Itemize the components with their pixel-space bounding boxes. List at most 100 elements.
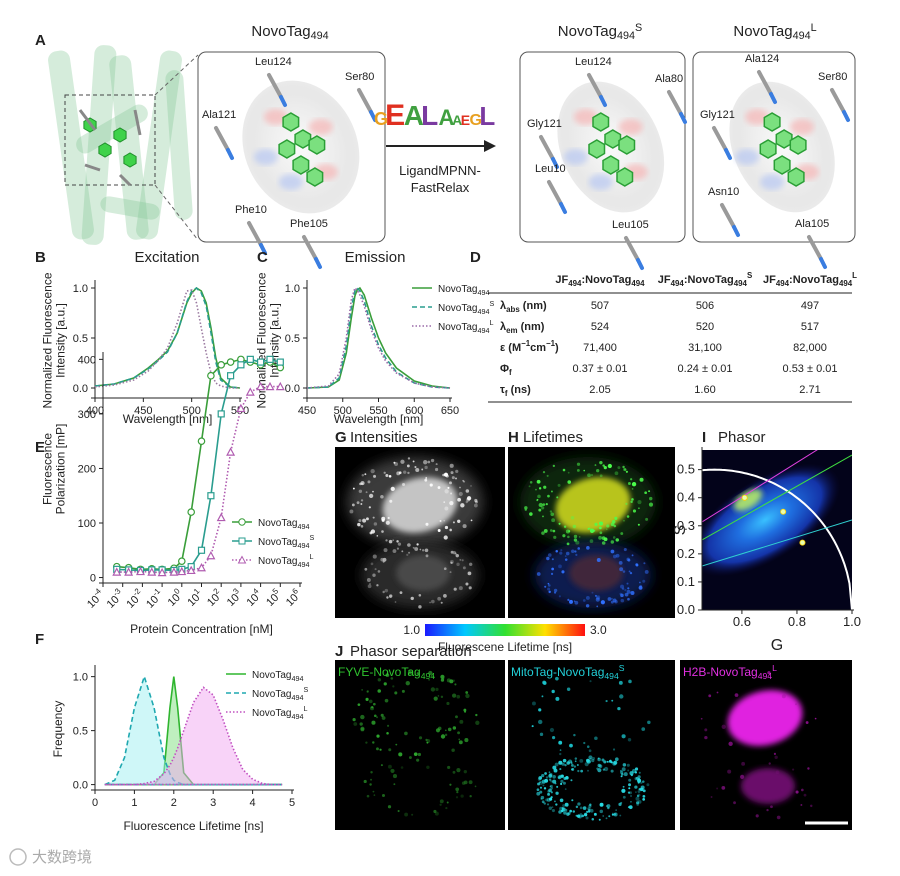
speckle — [573, 733, 576, 737]
speckle — [352, 487, 355, 490]
speckle — [626, 582, 629, 585]
marker — [186, 565, 196, 575]
panel-title: NovoTag494L — [733, 22, 816, 42]
speckle — [455, 477, 457, 480]
column-header: JF494:NovoTag494S — [658, 271, 752, 288]
speckle — [385, 474, 389, 477]
speckle — [365, 491, 368, 494]
x-tick-label: 100 — [164, 586, 187, 609]
speckle — [412, 460, 415, 463]
logo-letter: G — [374, 109, 388, 129]
speckle — [449, 679, 454, 684]
speckle — [428, 670, 433, 676]
table-cell: 497 — [801, 300, 819, 312]
speckle — [612, 748, 616, 751]
chart-title: Phasor — [718, 429, 766, 446]
side-chain — [214, 126, 230, 152]
residue-label: Asn10 — [708, 186, 739, 198]
speckle — [423, 460, 428, 465]
speckle — [546, 556, 550, 561]
speckle — [373, 522, 378, 526]
speckle — [549, 529, 553, 532]
side-chain — [357, 88, 373, 114]
speckle — [609, 759, 612, 762]
speckle — [536, 572, 541, 576]
legend-label: NovoTag494L — [258, 552, 313, 569]
speckle — [424, 478, 428, 482]
y-tick-label: 0.5 — [73, 333, 88, 345]
speckle — [561, 774, 564, 778]
speckle — [427, 460, 431, 464]
speckle — [547, 553, 552, 557]
speckle — [470, 519, 473, 522]
residue-label: Leu10 — [535, 163, 566, 175]
speckle — [435, 467, 439, 472]
speckle — [636, 794, 640, 798]
speckle — [622, 465, 625, 469]
side-chain-tip — [551, 157, 559, 169]
speckle — [382, 590, 385, 594]
speckle — [377, 678, 382, 682]
speckle — [579, 806, 583, 810]
panel-title: NovoTag494S — [558, 22, 642, 42]
surface-patch — [618, 119, 643, 135]
marker — [197, 546, 206, 554]
speckle — [551, 689, 555, 694]
speckle — [459, 486, 461, 489]
speckle — [536, 788, 540, 792]
speckle — [360, 714, 365, 720]
tick-text: 10 — [166, 592, 183, 609]
speckle — [552, 464, 556, 468]
speckle — [548, 788, 552, 793]
speckle — [573, 534, 578, 539]
marker — [187, 508, 195, 516]
speckle — [637, 781, 640, 784]
speckle — [807, 767, 810, 770]
row-label: ε (M−1cm−1) — [500, 339, 559, 354]
speckle — [550, 791, 553, 794]
speckle — [369, 783, 372, 786]
speckle — [439, 803, 442, 806]
speckle — [392, 549, 397, 553]
speckle — [373, 474, 377, 478]
speckle — [557, 483, 561, 487]
speckle — [551, 567, 555, 571]
speckle — [547, 584, 551, 587]
residue-label: Leu124 — [255, 56, 292, 68]
speckle — [411, 813, 414, 816]
side-chain-tip — [314, 257, 322, 269]
speckle — [440, 678, 445, 682]
speckle — [630, 500, 633, 504]
table-cell: 2.71 — [799, 384, 820, 396]
speckle — [459, 719, 464, 724]
speckle — [432, 675, 435, 678]
speckle — [635, 563, 639, 567]
speckle — [545, 798, 549, 802]
speckle — [552, 774, 556, 779]
marker — [217, 361, 226, 369]
speckle — [555, 803, 558, 806]
speckle — [559, 768, 562, 771]
speckle — [417, 752, 422, 757]
method-label: FastRelax — [411, 180, 470, 195]
speckle — [619, 592, 622, 596]
speckle — [588, 749, 592, 753]
speckle — [440, 695, 444, 699]
speckle — [449, 481, 452, 485]
speckle — [558, 740, 563, 745]
speckle — [628, 783, 632, 787]
speckle — [392, 685, 395, 688]
x-tick-label: 0 — [92, 797, 98, 809]
tick-text: 450 — [298, 405, 316, 417]
speckle — [373, 794, 376, 796]
cursor-line — [702, 450, 818, 523]
panel-label: F — [35, 631, 44, 648]
speckle — [385, 673, 390, 677]
speckle — [569, 743, 573, 748]
y-tick-label: 0.5 — [73, 726, 88, 738]
marker — [216, 512, 226, 522]
speckle — [588, 804, 592, 808]
helix — [109, 55, 149, 240]
speckle — [373, 714, 377, 718]
row-label: τf (ns) — [500, 384, 531, 398]
